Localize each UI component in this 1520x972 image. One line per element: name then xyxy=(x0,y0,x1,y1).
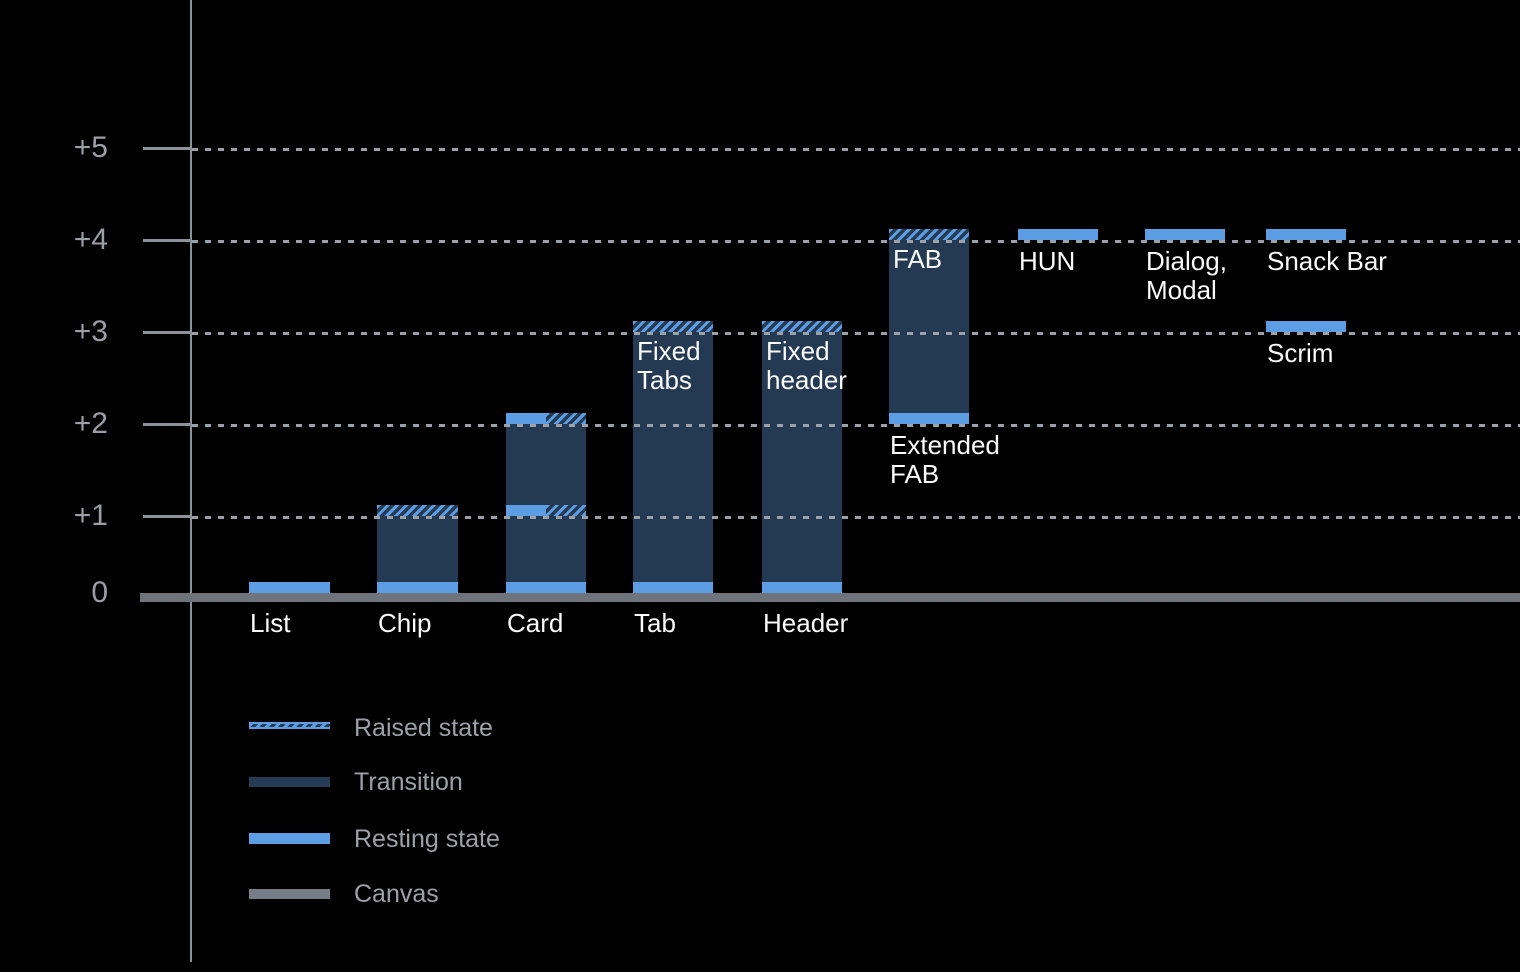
y-tick xyxy=(143,147,192,150)
bar-header-transition xyxy=(762,332,842,582)
bar-fab-raised xyxy=(889,229,969,240)
y-tick-label: +5 xyxy=(73,131,108,164)
bar-list-resting xyxy=(249,582,330,593)
bar-hun-below-label: HUN xyxy=(1019,246,1076,276)
axis-label-card: Card xyxy=(507,608,564,638)
bar-header-inside-label: Fixed header xyxy=(766,336,847,395)
bar-fab-resting xyxy=(889,413,969,424)
y-tick-label: +1 xyxy=(73,499,108,532)
axis-label-chip: Chip xyxy=(378,608,432,638)
legend-swatch-transition-icon xyxy=(249,777,330,787)
legend-swatch-raised-icon xyxy=(249,722,330,729)
legend-swatch-resting-icon xyxy=(249,833,330,844)
bar-tab-raised xyxy=(633,321,713,332)
bar-snack-bar-resting xyxy=(1266,229,1346,240)
bar-card-raised-right xyxy=(546,413,586,424)
y-tick xyxy=(143,331,192,334)
y-tick xyxy=(143,515,192,518)
legend-label-canvas: Canvas xyxy=(354,880,439,908)
y-axis-line xyxy=(190,0,192,962)
canvas-baseline xyxy=(140,593,1520,602)
y-tick-label: +4 xyxy=(73,223,108,256)
bar-card-transition xyxy=(506,424,586,582)
bar-fab-below-label: Extended FAB xyxy=(890,430,1000,489)
bar-tab-resting xyxy=(633,582,713,593)
bar-chip-raised xyxy=(377,505,458,516)
y-tick xyxy=(143,423,192,426)
bar-card-raised-right xyxy=(546,505,586,516)
bar-fab-inside-label: FAB xyxy=(893,244,943,274)
bar-scrim-resting xyxy=(1266,321,1346,332)
bar-chip-transition xyxy=(377,516,458,582)
axis-label-list: List xyxy=(250,608,291,638)
y-tick-label: +3 xyxy=(73,315,108,348)
bar-dialog-modal-resting xyxy=(1145,229,1225,240)
legend-swatch-canvas-icon xyxy=(249,889,330,899)
axis-label-tab: Tab xyxy=(634,608,676,638)
bar-card-resting xyxy=(506,582,586,593)
bar-scrim-below-label: Scrim xyxy=(1267,338,1334,368)
gridline-+1 xyxy=(192,516,1520,519)
bar-hun-resting xyxy=(1018,229,1098,240)
bar-header-raised xyxy=(762,321,842,332)
y-tick xyxy=(143,239,192,242)
bar-chip-resting xyxy=(377,582,458,593)
bar-dialog-modal-below-label: Dialog, Modal xyxy=(1146,246,1227,305)
gridline-+4 xyxy=(192,240,1520,243)
axis-label-header: Header xyxy=(763,608,849,638)
y-tick-label: +2 xyxy=(73,407,108,440)
bar-snack-bar-below-label: Snack Bar xyxy=(1267,246,1387,276)
y-tick-label: 0 xyxy=(91,576,108,609)
bar-card-resting-left xyxy=(506,505,546,516)
bar-tab-inside-label: Fixed Tabs xyxy=(637,336,701,395)
legend-label-transition: Transition xyxy=(354,768,463,796)
bar-card-resting-left xyxy=(506,413,546,424)
legend-label-raised: Raised state xyxy=(354,714,493,742)
bar-fab-transition xyxy=(889,240,969,413)
legend-label-resting: Resting state xyxy=(354,825,500,853)
gridline-+5 xyxy=(192,148,1520,151)
gridline-+2 xyxy=(192,424,1520,427)
gridline-+3 xyxy=(192,332,1520,335)
bar-tab-transition xyxy=(633,332,713,582)
bar-header-resting xyxy=(762,582,842,593)
